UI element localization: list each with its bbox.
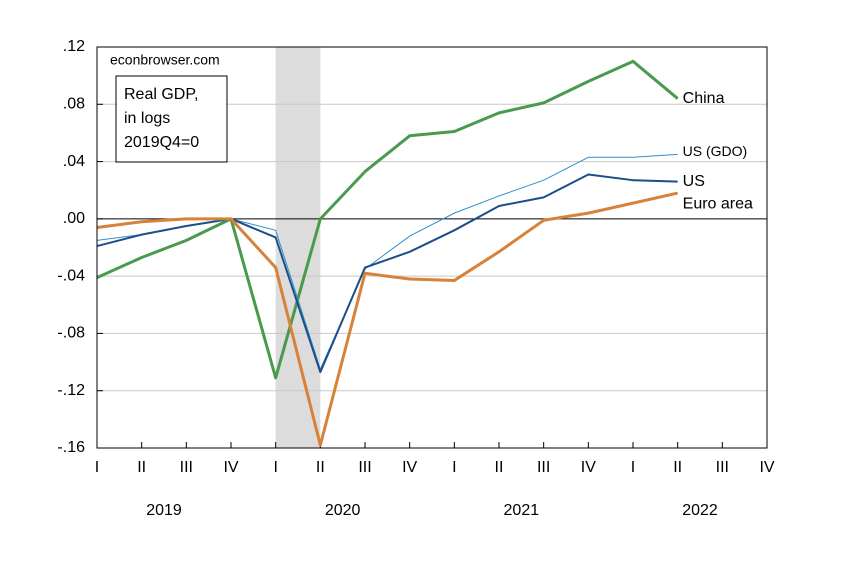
x-tick-label: I [273, 459, 277, 476]
y-tick-label: -.08 [57, 325, 85, 342]
year-label: 2022 [682, 502, 718, 519]
annotation-text: in logs [124, 110, 170, 127]
source-note: econbrowser.com [110, 52, 220, 68]
x-tick-label: III [716, 459, 729, 476]
x-tick-label: I [95, 459, 99, 476]
series-line [96, 173, 678, 374]
series-label: US (GDO) [683, 143, 748, 159]
x-tick-label: I [452, 459, 456, 476]
year-label: 2020 [325, 502, 361, 519]
y-tick-label: -.16 [57, 439, 85, 456]
x-tick-label: I [631, 459, 635, 476]
series-label: China [683, 90, 725, 107]
annotation-text: 2019Q4=0 [124, 134, 199, 151]
x-tick-label: IV [581, 459, 596, 476]
annotation-text: Real GDP, [124, 86, 198, 103]
x-tick-label: IV [759, 459, 774, 476]
y-tick-label: -.12 [57, 382, 85, 399]
x-tick-label: III [537, 459, 550, 476]
x-tick-label: III [358, 459, 371, 476]
y-tick-label: -.04 [57, 267, 85, 284]
series-label: US [683, 173, 705, 190]
series-line [96, 191, 678, 447]
x-tick-label: IV [223, 459, 238, 476]
year-label: 2019 [146, 502, 182, 519]
plot-frame [96, 46, 768, 449]
x-tick-label: IV [402, 459, 417, 476]
x-tick-label: III [180, 459, 193, 476]
series-label: Euro area [683, 195, 753, 212]
y-tick-label: .00 [63, 210, 85, 227]
series-line [96, 59, 679, 380]
x-tick-label: II [316, 459, 325, 476]
x-tick-label: II [673, 459, 682, 476]
annotation-box [115, 75, 228, 163]
x-tick-label: II [495, 459, 504, 476]
y-tick-label: .04 [63, 153, 85, 170]
x-tick-label: II [137, 459, 146, 476]
y-tick-label: .12 [63, 38, 85, 55]
y-tick-label: .08 [63, 96, 85, 113]
year-label: 2021 [504, 502, 540, 519]
